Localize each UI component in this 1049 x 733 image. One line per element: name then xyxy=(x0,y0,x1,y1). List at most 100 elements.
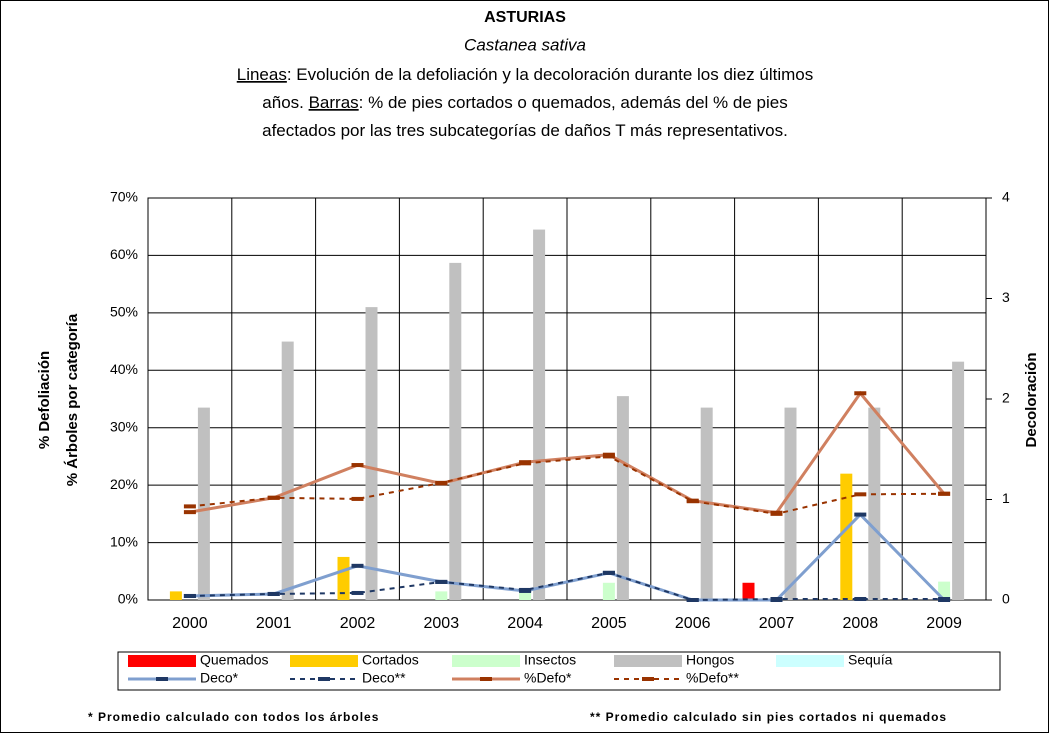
y2-tick-label: 3 xyxy=(1002,289,1010,305)
description-part: años. xyxy=(262,93,308,112)
bar xyxy=(519,588,532,600)
x-tick-label: 2004 xyxy=(507,615,543,632)
bar xyxy=(742,582,755,600)
x-tick-label: 2008 xyxy=(843,615,879,632)
plot-border xyxy=(147,197,987,601)
x-tick-label: 2009 xyxy=(926,615,962,632)
legend-label: Sequía xyxy=(848,652,893,668)
description: años. Barras: % de pies cortados o quema… xyxy=(262,93,787,112)
y-tick-label: 50% xyxy=(110,304,138,320)
description-part: : Evolución de la defoliación y la decol… xyxy=(287,65,813,84)
bar xyxy=(449,262,462,600)
marker xyxy=(351,590,364,595)
chart-subtitle: Castanea sativa xyxy=(464,35,586,54)
description-part: Lineas xyxy=(237,65,287,84)
y2-tick-label: 0 xyxy=(1002,591,1010,607)
bar xyxy=(616,396,629,600)
marker xyxy=(938,491,951,496)
y2-tick-label: 2 xyxy=(1002,390,1010,406)
legend-swatch xyxy=(452,655,520,667)
marker xyxy=(267,495,280,500)
marker xyxy=(351,463,364,468)
x-tick-label: 2003 xyxy=(424,615,460,632)
bar xyxy=(435,591,448,600)
legend-box xyxy=(117,651,1001,691)
line xyxy=(189,390,946,515)
marker xyxy=(938,596,951,601)
y-tick-label: 30% xyxy=(110,418,138,434)
line xyxy=(189,512,946,602)
x-tick-label: 2005 xyxy=(591,615,627,632)
legend-swatch xyxy=(776,655,844,667)
legend-swatch xyxy=(614,655,682,667)
bar xyxy=(365,307,378,600)
bar xyxy=(952,361,965,600)
chart-title: ASTURIAS xyxy=(484,9,566,26)
y-axis-label: % Árboles por categoría xyxy=(64,313,81,486)
legend-label: Deco* xyxy=(200,670,239,686)
bar xyxy=(784,407,797,600)
y-tick-label: 70% xyxy=(110,189,138,205)
y2-axis-label: Decoloración xyxy=(1023,352,1040,447)
marker xyxy=(770,596,783,601)
bar xyxy=(197,407,210,600)
footnote: ** Promedio calculado sin pies cortados … xyxy=(590,710,947,724)
legend-marker xyxy=(156,677,168,681)
marker xyxy=(183,593,196,598)
footnote: * Promedio calculado con todos los árbol… xyxy=(88,710,379,724)
legend-label: %Defo* xyxy=(524,670,572,686)
y-tick-label: 40% xyxy=(110,361,138,377)
bar xyxy=(840,473,853,600)
marker xyxy=(854,596,867,601)
legend-label: Hongos xyxy=(686,652,734,668)
legend-marker xyxy=(480,677,492,681)
legend-label: Deco** xyxy=(362,670,406,686)
description-part: afectados por las tres subcategorías de … xyxy=(262,121,788,140)
line xyxy=(189,455,945,515)
x-tick-label: 2001 xyxy=(256,615,292,632)
bar xyxy=(868,407,881,600)
marker xyxy=(854,391,867,396)
marker xyxy=(519,461,532,466)
marker xyxy=(351,563,364,568)
x-tick-label: 2002 xyxy=(340,615,376,632)
legend-label: Insectos xyxy=(524,652,576,668)
marker xyxy=(770,511,783,516)
y-axis-label: % Defoliación xyxy=(36,351,53,449)
marker xyxy=(351,496,364,501)
marker xyxy=(854,512,867,517)
bar xyxy=(281,341,294,600)
x-tick-label: 2000 xyxy=(172,615,208,632)
legend-marker xyxy=(318,677,330,681)
marker xyxy=(183,504,196,509)
marker xyxy=(686,598,699,602)
y-tick-label: 20% xyxy=(110,476,138,492)
legend-swatch xyxy=(128,655,196,667)
marker xyxy=(686,499,699,504)
marker xyxy=(267,591,280,596)
marker xyxy=(602,570,615,575)
marker xyxy=(435,579,448,584)
y-tick-label: 10% xyxy=(110,533,138,549)
bar xyxy=(533,229,546,601)
legend-label: Quemados xyxy=(200,652,268,668)
description-part: Barras xyxy=(309,93,359,112)
legend-swatch xyxy=(290,655,358,667)
x-tick-label: 2007 xyxy=(759,615,795,632)
marker xyxy=(183,510,196,515)
marker xyxy=(854,492,867,497)
marker xyxy=(602,454,615,459)
bar xyxy=(602,582,615,600)
bar xyxy=(169,591,182,600)
y2-tick-label: 1 xyxy=(1002,490,1010,506)
legend-label: %Defo** xyxy=(686,670,739,686)
marker xyxy=(519,587,532,592)
y-tick-label: 60% xyxy=(110,246,138,262)
bar xyxy=(337,556,350,600)
y2-tick-label: 4 xyxy=(1002,189,1010,205)
legend-label: Cortados xyxy=(362,652,419,668)
legend-marker xyxy=(642,677,654,681)
description-part: : % de pies cortados o quemados, además … xyxy=(359,93,788,112)
